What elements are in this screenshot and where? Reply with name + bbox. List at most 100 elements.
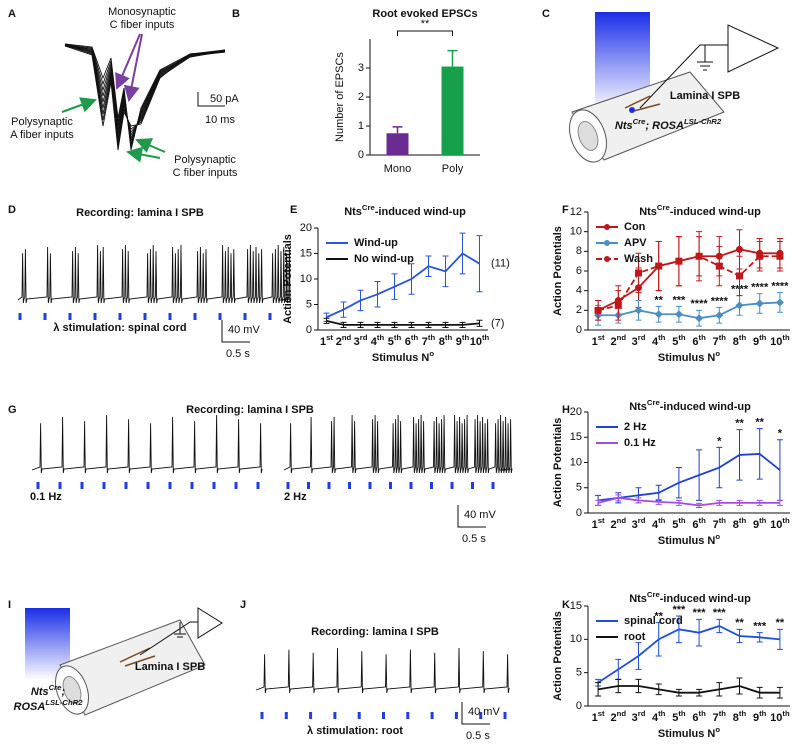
- evoked-trace: [64, 43, 226, 143]
- text-part: 8: [733, 712, 739, 724]
- text-part: th: [699, 516, 707, 525]
- stimulus-tick: [348, 482, 351, 489]
- y-tick-label: 15: [570, 431, 582, 443]
- text-part: Cre: [647, 398, 661, 407]
- text-part: th: [759, 333, 767, 342]
- evoked-trace: [64, 44, 226, 140]
- point: [776, 252, 784, 260]
- text-part: 2: [611, 712, 617, 724]
- stimulus-tick: [68, 313, 72, 320]
- text-part: th: [658, 709, 666, 718]
- x-tick-label: 3rd: [354, 333, 368, 348]
- x-tick-label: 2nd: [611, 333, 627, 348]
- error-bar: [447, 49, 458, 67]
- annotation: A fiber inputs: [10, 129, 74, 141]
- series-line: [597, 496, 780, 507]
- x-tick-label: 1st: [592, 516, 605, 531]
- x-tick-label: 10th: [770, 709, 790, 724]
- x-tick-label: 10th: [470, 333, 490, 348]
- x-tick-label: 4th: [652, 516, 666, 531]
- significance-label: ***: [693, 607, 707, 619]
- significance-label: ****: [751, 282, 769, 294]
- significance-label: ****: [711, 295, 729, 307]
- error-bar: [459, 232, 466, 275]
- stimulus-tick: [218, 313, 222, 320]
- stimulus-tick: [234, 482, 238, 489]
- legend-label: Wash: [624, 253, 653, 265]
- series-line: [598, 301, 780, 320]
- text-part: 9: [753, 336, 759, 348]
- x-tick-label: 6th: [692, 516, 706, 531]
- text-part: Stimulus N: [372, 352, 430, 364]
- error-bar: [459, 321, 466, 328]
- error-bar: [696, 502, 703, 508]
- x-tick-label: 8th: [733, 516, 747, 531]
- series-line: [326, 319, 480, 326]
- error-bar: [756, 428, 763, 480]
- x-tick-label: 4th: [371, 333, 385, 348]
- error-bar: [357, 321, 364, 328]
- annotation: Polysynaptic: [174, 154, 236, 166]
- text-part: th: [462, 333, 470, 342]
- panel-letter: J: [240, 599, 246, 611]
- stimulus-tick: [450, 482, 454, 489]
- x-tick-label: 5th: [388, 333, 402, 348]
- x-axis-label: Stimulus No: [372, 349, 434, 364]
- stimulus-tick: [333, 712, 337, 719]
- text-part: ; ROSA: [645, 120, 684, 132]
- text-part: 9: [753, 519, 759, 531]
- legend-label: Con: [624, 221, 646, 233]
- scale-bar: [461, 702, 490, 725]
- stimulus-tick: [124, 482, 128, 489]
- recording-trace: [255, 647, 510, 694]
- series-line: [597, 452, 781, 502]
- stimulus-tick: [479, 712, 483, 719]
- text-part: th: [699, 333, 707, 342]
- text-part: -induced wind-up: [660, 593, 751, 605]
- text-part: th: [719, 516, 727, 525]
- text-part: 4: [371, 336, 378, 348]
- rate-label: 0.1 Hz: [30, 491, 62, 503]
- panel-letter: A: [8, 8, 16, 20]
- error-bar: [374, 321, 381, 328]
- error-bar: [442, 321, 449, 328]
- text-part: 6: [692, 336, 698, 348]
- panel-letter: G: [8, 404, 17, 416]
- error-bar: [340, 321, 347, 328]
- stimulus-tick: [193, 313, 197, 320]
- stimulus-tick: [143, 313, 147, 320]
- scale-label: 0.5 s: [226, 348, 250, 360]
- x-tick-label: 5th: [672, 333, 686, 348]
- stimulus-tick: [146, 482, 150, 489]
- legend-label: 2 Hz: [624, 421, 647, 433]
- text-part: 1: [592, 336, 598, 348]
- diagram-c: [569, 12, 780, 163]
- text-part: 1: [592, 519, 598, 531]
- text-part: 7: [713, 336, 719, 348]
- stimulus-tick: [168, 482, 172, 489]
- stimulus-tick: [357, 712, 361, 719]
- text-part: LSL-ChR2: [684, 117, 722, 126]
- text-part: 9: [456, 336, 462, 348]
- cell-label: Lamina I SPB: [135, 661, 205, 673]
- stimulus-tick: [212, 482, 216, 489]
- error-bar: [776, 439, 783, 501]
- x-tick-label: 6th: [692, 333, 706, 348]
- x-tick-label: 7th: [713, 333, 727, 348]
- text-part: 1: [320, 336, 326, 348]
- text-part: th: [394, 333, 402, 342]
- text-part: 6: [692, 519, 698, 531]
- error-bar: [595, 682, 602, 697]
- point: [674, 310, 683, 319]
- text-part: o: [715, 532, 720, 541]
- text-part: st: [598, 333, 605, 342]
- significance-label: **: [776, 617, 785, 629]
- x-tick-label: 9th: [753, 333, 767, 348]
- chart-title: NtsCre-induced wind-up: [344, 203, 466, 218]
- text-part: th: [782, 709, 790, 718]
- series-line: [326, 252, 480, 319]
- y-axis-label: Action Potentials: [552, 611, 564, 701]
- significance-label: **: [735, 617, 744, 629]
- point: [775, 298, 784, 307]
